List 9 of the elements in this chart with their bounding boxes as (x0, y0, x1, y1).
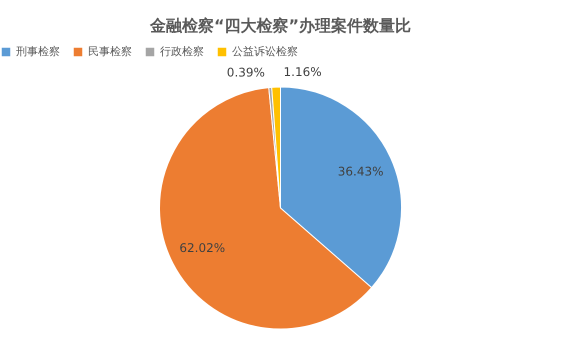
legend-label: 公益诉讼检察 (232, 45, 298, 58)
legend-label: 刑事检察 (16, 45, 60, 58)
chart-title: 金融检察“四大检察”办理案件数量比 (148, 16, 412, 35)
legend-label: 行政检察 (160, 45, 204, 58)
data-label: 62.02% (179, 241, 226, 256)
data-label: 36.43% (338, 164, 384, 179)
data-label: 0.39% (226, 65, 265, 80)
data-label: 1.16% (284, 65, 322, 80)
legend-label: 民事检察 (88, 45, 132, 58)
